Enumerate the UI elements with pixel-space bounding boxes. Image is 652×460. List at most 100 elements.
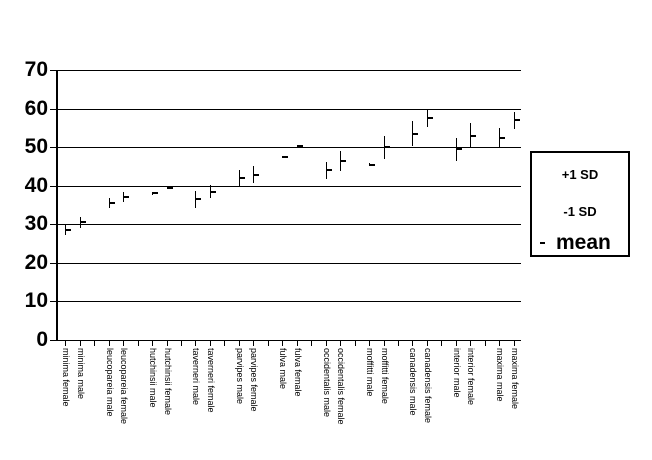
x-axis-tick — [297, 340, 298, 346]
y-axis-tick — [50, 186, 58, 187]
x-axis-label: leucopareia female — [119, 348, 129, 425]
mean-tick-icon — [540, 242, 545, 244]
x-axis-tick — [210, 340, 211, 346]
x-axis-label: taverneri female — [206, 348, 216, 413]
mean-tick — [427, 117, 433, 120]
gridline — [58, 263, 521, 264]
legend-item-plus-1sd: +1 SD — [561, 167, 599, 182]
x-axis-label: interior female — [466, 348, 476, 406]
x-axis-label: leucopareia male — [105, 348, 115, 417]
x-axis-tick — [441, 340, 442, 346]
x-axis-tick — [398, 340, 399, 346]
x-axis-tick — [355, 340, 356, 346]
x-axis-label: maxima male — [495, 348, 505, 402]
gridline — [58, 147, 521, 148]
mean-tick — [456, 148, 462, 151]
x-axis-tick — [123, 340, 124, 346]
mean-tick — [326, 169, 332, 172]
y-axis-label: 60 — [24, 97, 48, 120]
x-axis-label: moffitti female — [380, 348, 390, 404]
y-axis-label: 20 — [24, 251, 48, 274]
legend-mean-label: mean — [556, 231, 611, 254]
x-axis-tick — [94, 340, 95, 346]
x-axis-tick — [109, 340, 110, 346]
x-axis-label: minima female — [61, 348, 71, 407]
x-axis-tick — [65, 340, 66, 346]
x-axis-label: minima male — [76, 348, 86, 400]
mean-tick — [470, 134, 476, 137]
x-axis-tick — [80, 340, 81, 346]
x-axis-tick — [412, 340, 413, 346]
y-axis-tick — [50, 147, 58, 148]
mean-tick — [499, 136, 505, 139]
x-axis-tick — [268, 340, 269, 346]
mean-tick — [80, 221, 86, 224]
x-axis-tick — [195, 340, 196, 346]
gridline — [58, 186, 521, 187]
mean-tick — [297, 144, 303, 147]
mean-tick — [412, 132, 418, 135]
x-axis-label: interior male — [452, 348, 462, 398]
gridline — [58, 340, 521, 341]
mean-tick — [384, 146, 390, 149]
x-axis-label: hutchinsii female — [163, 348, 173, 416]
x-axis-tick — [514, 340, 515, 346]
x-axis-tick — [326, 340, 327, 346]
mean-tick — [123, 196, 129, 199]
x-axis-label: occidentalis female — [336, 348, 346, 425]
legend-item-minus-1sd: -1 SD — [563, 204, 597, 219]
gridline — [58, 70, 521, 71]
mean-tick — [65, 229, 71, 232]
y-axis-label: 0 — [36, 328, 48, 351]
legend-box: +1 SD -1 SD mean — [530, 151, 630, 257]
y-axis-label: 50 — [24, 135, 48, 158]
x-axis-tick — [456, 340, 457, 346]
legend-item-mean: mean — [538, 231, 628, 255]
x-axis-tick — [138, 340, 139, 346]
x-axis-tick — [427, 340, 428, 346]
x-axis-label: parvipes male — [235, 348, 245, 405]
y-axis-label: 10 — [24, 289, 48, 312]
mean-tick — [152, 192, 158, 195]
x-axis-tick — [167, 340, 168, 346]
x-axis-label: parvipes female — [249, 348, 259, 412]
y-axis-tick — [50, 263, 58, 264]
mean-tick — [167, 187, 173, 190]
x-axis-tick — [470, 340, 471, 346]
x-axis-label: fulva male — [278, 348, 288, 390]
mean-tick — [369, 163, 375, 166]
y-axis-label: 70 — [24, 58, 48, 81]
x-axis-tick — [311, 340, 312, 346]
mean-tick — [195, 198, 201, 201]
mean-tick — [340, 159, 346, 162]
x-axis-tick — [152, 340, 153, 346]
gridline — [58, 224, 521, 225]
x-axis-tick — [340, 340, 341, 346]
mean-tick — [239, 177, 245, 179]
x-axis-tick — [282, 340, 283, 346]
y-axis-tick — [50, 301, 58, 302]
y-axis-label: 30 — [24, 212, 48, 235]
x-axis-label: hutchinsii male — [148, 348, 158, 408]
mean-tick — [514, 119, 520, 122]
y-axis-tick — [50, 70, 58, 71]
gridline — [58, 301, 521, 302]
x-axis-label: maxima female — [510, 348, 520, 410]
x-axis-tick — [253, 340, 254, 346]
mean-tick — [210, 190, 216, 193]
y-axis-line — [56, 70, 58, 340]
x-axis-tick — [499, 340, 500, 346]
x-axis-label: taverneri male — [191, 348, 201, 406]
x-axis-label: canadensis female — [423, 348, 433, 424]
y-axis-tick — [50, 109, 58, 110]
mean-tick — [253, 173, 259, 176]
x-axis-tick — [384, 340, 385, 346]
x-axis-label: canadensis male — [408, 348, 418, 416]
mean-tick — [282, 155, 288, 158]
gridline — [58, 109, 521, 110]
mean-tick — [109, 202, 115, 205]
y-axis-tick — [50, 340, 58, 341]
x-axis-label: moffitti male — [365, 348, 375, 397]
y-axis-label: 40 — [24, 174, 48, 197]
